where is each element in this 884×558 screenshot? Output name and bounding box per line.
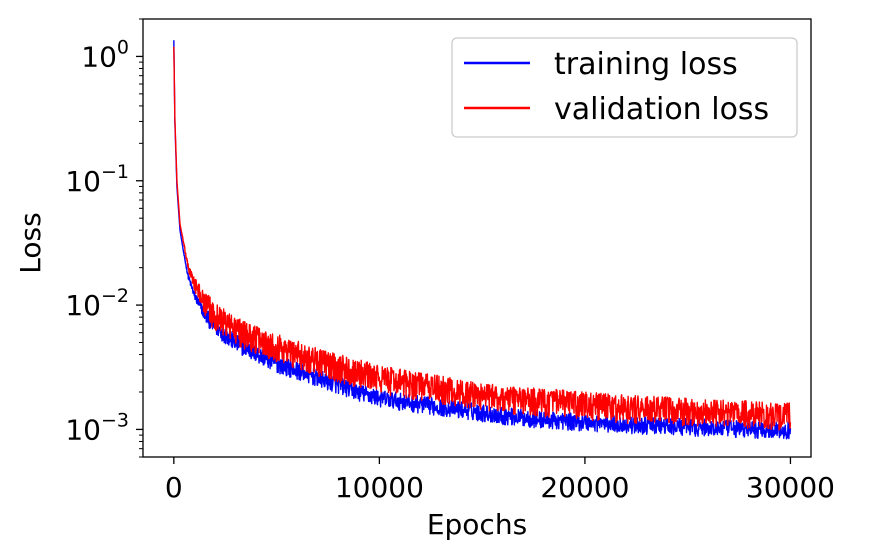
legend: training loss validation loss (451, 37, 798, 138)
series-line-validation-loss (173, 46, 792, 431)
x-axis-title: Epochs (427, 508, 527, 541)
x-tick-label: 30000 (746, 471, 835, 504)
legend-box (451, 37, 798, 138)
plot-frame (142, 18, 812, 458)
legend-label-training-loss: training loss (554, 47, 738, 82)
y-axis-title: Loss (14, 212, 47, 273)
x-tick-label: 10000 (335, 471, 424, 504)
x-axis: 0 10000 20000 30000 (165, 457, 835, 504)
series-line-training-loss (173, 40, 792, 440)
x-tick-label: 0 (165, 471, 183, 504)
y-tick-label: 10−2 (65, 285, 129, 322)
y-tick-label: 10−1 (65, 161, 129, 198)
y-axis: 10−3 10−2 10−1 100 (65, 18, 143, 458)
y-tick-label: 100 (81, 36, 129, 73)
x-tick-label: 20000 (540, 471, 629, 504)
legend-label-validation-loss: validation loss (554, 92, 769, 127)
y-tick-label: 10−3 (65, 409, 129, 446)
series-layer (173, 40, 792, 440)
